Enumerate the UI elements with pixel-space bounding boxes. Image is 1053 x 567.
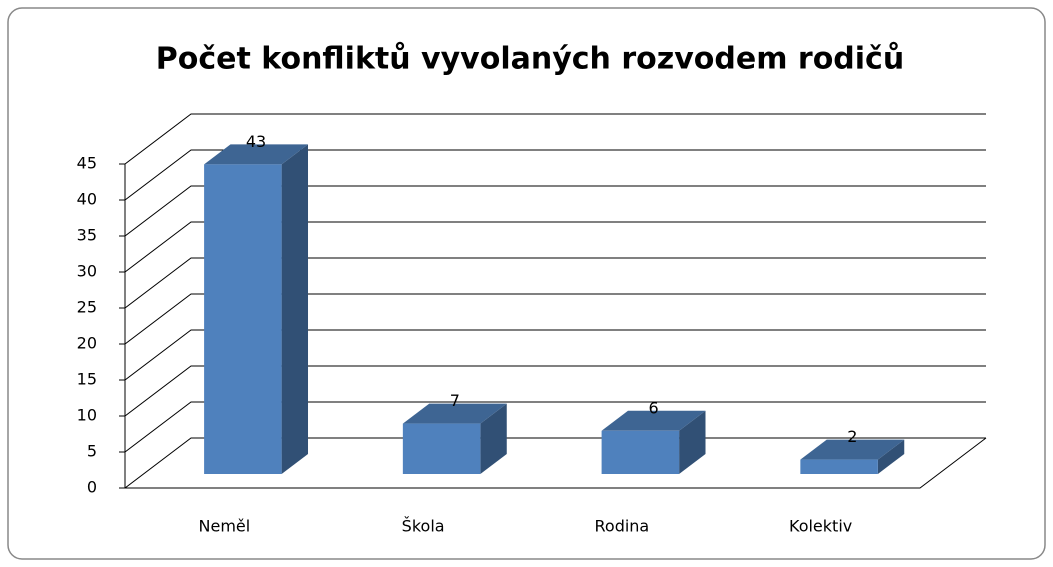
- bar-top: [800, 439, 905, 460]
- grid-line: [124, 185, 986, 237]
- y-tick-label: 45: [77, 154, 97, 173]
- grid-line: [124, 113, 986, 165]
- y-tick-label: 25: [77, 298, 97, 317]
- chart-frame: [7, 7, 1046, 560]
- data-label: 2: [847, 427, 857, 446]
- y-tick-label: 20: [77, 334, 97, 353]
- grid-line: [124, 293, 986, 345]
- y-tick-label: 10: [77, 406, 97, 425]
- bar-side: [480, 403, 507, 474]
- x-tick-label: Neměl: [199, 517, 251, 536]
- y-tick-label: 15: [77, 370, 97, 389]
- x-tick-label: Škola: [402, 517, 445, 536]
- grid-line: [124, 365, 986, 417]
- y-tick-label: 5: [87, 442, 97, 461]
- bar-top: [601, 410, 706, 431]
- y-tick-label: 30: [77, 262, 97, 281]
- x-tick-label: Rodina: [595, 517, 650, 536]
- grid-line: [124, 437, 986, 489]
- grid-line: [124, 257, 986, 309]
- data-label: 43: [246, 132, 266, 151]
- bar-side: [281, 144, 309, 474]
- bar-top: [204, 144, 309, 165]
- y-tick-label: 35: [77, 226, 97, 245]
- bar-side: [877, 439, 905, 474]
- grid-line: [124, 401, 986, 453]
- y-tick-label: 0: [87, 478, 97, 497]
- bar: [800, 459, 878, 474]
- grid-line: [124, 329, 986, 381]
- chart-title: Počet konfliktů vyvolaných rozvodem rodi…: [156, 41, 904, 77]
- bar: [601, 430, 680, 474]
- bar-side: [679, 410, 706, 474]
- bar-top: [402, 403, 507, 424]
- grid-line: [124, 221, 986, 273]
- grid-line: [124, 149, 986, 201]
- y-tick-label: 40: [77, 190, 97, 209]
- bar: [402, 423, 481, 474]
- x-tick-label: Kolektiv: [789, 517, 852, 536]
- data-label: 6: [648, 398, 658, 417]
- floor-edge: [125, 437, 987, 489]
- bar: [204, 164, 282, 474]
- data-label: 7: [450, 391, 460, 410]
